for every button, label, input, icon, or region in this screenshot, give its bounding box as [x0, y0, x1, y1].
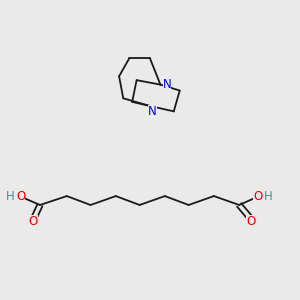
- Text: O: O: [29, 215, 38, 228]
- Text: N: N: [163, 78, 171, 91]
- Text: O: O: [246, 215, 256, 228]
- Text: O: O: [253, 190, 262, 203]
- Text: O: O: [16, 190, 25, 203]
- Text: H: H: [264, 190, 273, 203]
- Text: H: H: [6, 190, 15, 203]
- Text: N: N: [148, 105, 157, 118]
